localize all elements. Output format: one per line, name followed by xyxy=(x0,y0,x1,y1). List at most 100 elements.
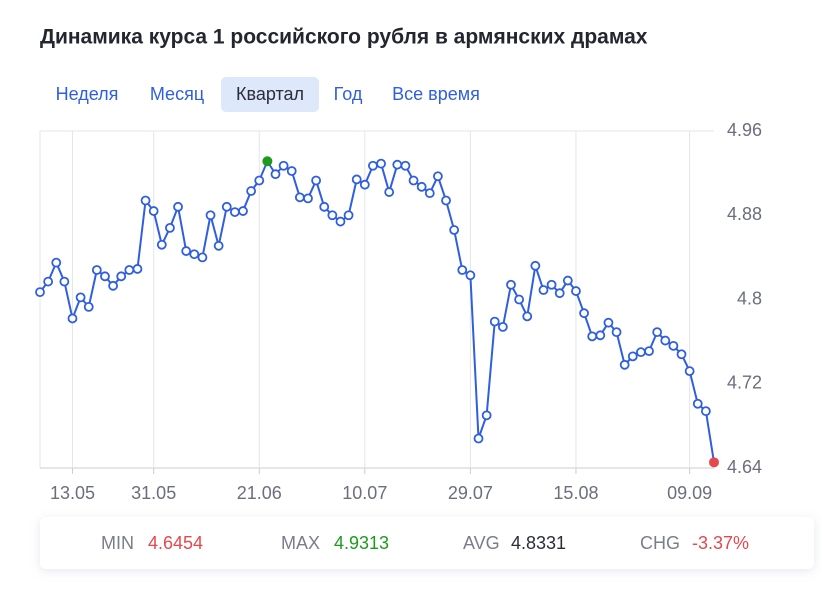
point xyxy=(327,210,338,221)
y-tick-label: 4.64 xyxy=(727,457,762,477)
point xyxy=(636,347,646,358)
point xyxy=(165,222,175,233)
point xyxy=(278,160,289,171)
point xyxy=(489,316,500,327)
point xyxy=(400,160,411,171)
point xyxy=(676,349,687,360)
point xyxy=(376,158,386,169)
price-line xyxy=(39,159,715,463)
point xyxy=(270,169,281,180)
point xyxy=(473,433,484,444)
point xyxy=(67,313,78,324)
point xyxy=(303,193,313,204)
tab[interactable]: Квартал xyxy=(236,84,304,104)
point xyxy=(603,317,614,328)
point xyxy=(424,188,435,199)
stat-value: -3.37% xyxy=(692,533,749,553)
point xyxy=(75,292,86,303)
x-tick-label: 10.07 xyxy=(342,483,387,503)
tab[interactable]: Неделя xyxy=(56,84,119,104)
point xyxy=(43,276,54,287)
point xyxy=(611,327,622,338)
point xyxy=(173,201,183,212)
point xyxy=(709,457,719,468)
point xyxy=(132,264,143,274)
point xyxy=(238,206,248,216)
x-tick-label: 29.07 xyxy=(448,483,493,503)
point xyxy=(554,288,565,299)
point xyxy=(116,271,127,282)
point xyxy=(148,206,159,216)
point xyxy=(579,308,589,319)
point xyxy=(497,321,508,332)
point xyxy=(546,279,557,290)
point xyxy=(311,175,321,186)
point xyxy=(457,265,468,275)
x-tick-label: 31.05 xyxy=(131,483,176,503)
point xyxy=(684,366,695,377)
point xyxy=(433,171,443,182)
stat-value: 4.6454 xyxy=(148,533,203,553)
point xyxy=(197,252,208,263)
tab[interactable]: Год xyxy=(334,84,363,104)
stats-card xyxy=(40,517,814,569)
point xyxy=(335,216,346,227)
point xyxy=(449,225,460,235)
point xyxy=(124,265,135,275)
x-tick-label: 15.08 xyxy=(553,483,598,503)
point xyxy=(181,246,192,256)
x-tick-label: 13.05 xyxy=(50,483,95,503)
point xyxy=(668,340,679,351)
point xyxy=(619,359,630,370)
point xyxy=(254,175,265,186)
tab[interactable]: Все время xyxy=(392,84,480,104)
point xyxy=(246,186,257,196)
point xyxy=(108,280,118,291)
point xyxy=(652,327,663,338)
title: Динамика курса 1 российского рубля в арм… xyxy=(40,26,648,49)
point xyxy=(213,240,224,251)
point xyxy=(359,179,370,190)
stat-value: 4.9313 xyxy=(334,533,389,553)
point xyxy=(368,160,378,171)
point xyxy=(189,249,200,260)
point xyxy=(562,275,573,286)
tab-active-bg xyxy=(221,77,319,112)
point xyxy=(627,351,638,362)
point xyxy=(156,239,167,250)
y-tick-label: 4.88 xyxy=(727,204,762,224)
point xyxy=(221,201,232,212)
stat-label: AVG xyxy=(463,533,500,553)
stat-label: MAX xyxy=(281,533,320,553)
y-tick-label: 4.96 xyxy=(727,120,762,140)
point xyxy=(692,398,703,409)
point xyxy=(538,285,549,295)
point xyxy=(229,207,240,217)
y-tick-label: 4.72 xyxy=(727,373,762,393)
point xyxy=(83,301,94,312)
point xyxy=(441,195,451,206)
point xyxy=(351,174,362,185)
point xyxy=(530,260,541,271)
point xyxy=(294,192,305,203)
point xyxy=(59,276,70,287)
point xyxy=(392,159,403,170)
point xyxy=(91,265,102,275)
point xyxy=(481,410,492,421)
x-tick-label: 09.09 xyxy=(667,483,712,503)
point xyxy=(522,311,533,322)
point xyxy=(571,286,581,296)
point xyxy=(514,294,525,305)
point xyxy=(35,287,45,298)
tab[interactable]: Месяц xyxy=(150,84,204,104)
point xyxy=(100,271,110,282)
point xyxy=(644,346,654,357)
point xyxy=(286,166,297,176)
point xyxy=(140,195,151,206)
x-tick-label: 21.06 xyxy=(237,483,282,503)
point xyxy=(343,210,354,221)
y-tick-label: 4.8 xyxy=(737,288,762,308)
point xyxy=(408,175,419,186)
point xyxy=(416,181,427,192)
